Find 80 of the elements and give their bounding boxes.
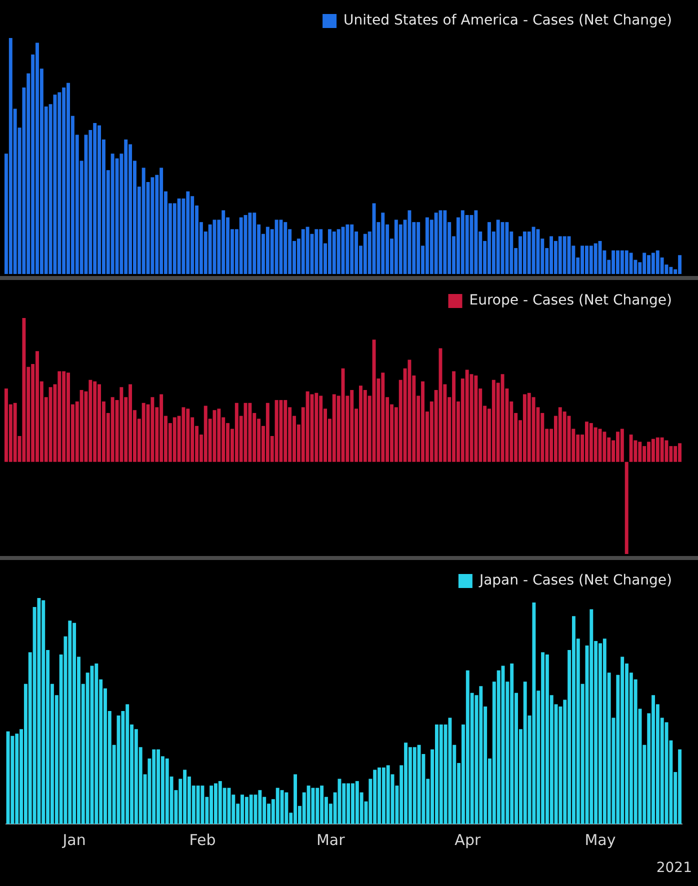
bar — [434, 212, 438, 274]
bar — [594, 243, 598, 274]
bar — [306, 786, 310, 824]
bar — [182, 407, 186, 462]
bar — [629, 252, 633, 274]
bar — [150, 397, 154, 462]
bar — [248, 402, 252, 462]
bar — [22, 318, 26, 462]
bar — [669, 266, 673, 274]
bar — [443, 210, 447, 274]
bar — [94, 664, 98, 824]
bar — [417, 744, 421, 824]
bar — [80, 390, 84, 462]
bar — [624, 462, 628, 554]
text: 2021 — [655, 860, 693, 876]
bar — [311, 788, 315, 824]
legend-label: Japan - Cases (Net Change) — [478, 572, 672, 589]
x-tick-label: Jan — [62, 830, 86, 849]
bar — [217, 408, 221, 462]
bar — [500, 374, 504, 462]
bar — [479, 686, 483, 824]
bar — [342, 783, 346, 824]
bar — [474, 376, 478, 462]
bar — [448, 718, 452, 824]
bar — [594, 427, 598, 462]
bar — [505, 222, 509, 274]
bar — [284, 792, 288, 824]
x-tick-label: Apr — [454, 830, 482, 849]
bar — [110, 397, 114, 462]
bar — [496, 670, 500, 824]
x-tick-label: May — [584, 830, 616, 849]
legend-label: United States of America - Cases (Net Change) — [344, 12, 672, 29]
legend-label: Europe - Cases (Net Change) — [469, 292, 672, 309]
bar — [110, 154, 114, 274]
bar — [562, 236, 566, 274]
bar — [177, 198, 181, 274]
bar — [465, 370, 469, 462]
bar — [346, 224, 350, 274]
bar — [274, 400, 278, 462]
bar — [249, 794, 253, 824]
bar — [10, 736, 14, 824]
bar — [13, 402, 17, 462]
bar — [142, 168, 146, 274]
x-tick-label: Mar — [316, 830, 346, 849]
bar — [664, 722, 668, 824]
bar — [408, 360, 412, 462]
bar — [602, 432, 606, 462]
bar — [248, 212, 252, 274]
bar — [532, 397, 536, 462]
bar — [660, 437, 664, 462]
bar — [314, 392, 318, 462]
bar — [142, 402, 146, 462]
bar — [474, 210, 478, 274]
bar — [408, 210, 412, 274]
bar — [500, 222, 504, 274]
bar — [314, 229, 318, 274]
bar — [239, 217, 243, 274]
bar — [48, 387, 52, 462]
bar — [532, 226, 536, 274]
bar — [620, 428, 624, 462]
bar — [280, 790, 284, 824]
bar — [37, 598, 41, 824]
bar — [196, 786, 200, 824]
x-tick-label: Feb — [189, 830, 216, 849]
bar — [258, 790, 262, 824]
bar — [279, 400, 283, 462]
bar — [306, 226, 310, 274]
bar — [629, 434, 633, 462]
bar — [53, 94, 57, 274]
bar — [523, 682, 527, 824]
bar — [532, 602, 536, 824]
bar — [274, 220, 278, 274]
bar — [120, 387, 124, 462]
bar — [336, 229, 340, 274]
bar — [88, 380, 92, 462]
bar — [590, 609, 594, 824]
bar — [386, 765, 390, 824]
bar — [150, 177, 154, 274]
bar — [306, 391, 310, 462]
bar — [279, 220, 283, 274]
